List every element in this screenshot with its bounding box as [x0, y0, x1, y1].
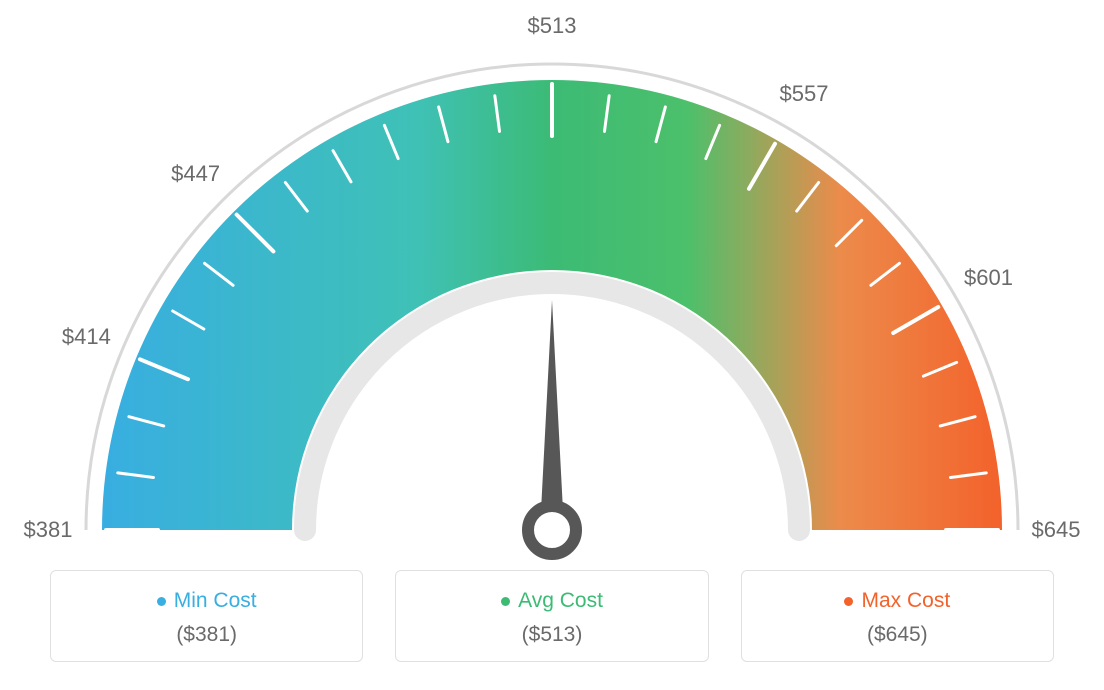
legend-value-min: ($381) [61, 623, 352, 647]
gauge-chart: $381 $414 $447 $513 $557 $601 $645 [0, 0, 1104, 560]
legend-card-max: Max Cost ($645) [741, 570, 1054, 662]
gauge-tick-label: $557 [780, 81, 829, 107]
gauge-tick-label: $447 [171, 161, 220, 187]
gauge-tick-label: $414 [62, 324, 111, 350]
legend-dot-max [844, 597, 853, 606]
legend-title-row: Max Cost [752, 589, 1043, 613]
gauge-svg [0, 0, 1104, 560]
legend-title-row: Avg Cost [406, 589, 697, 613]
gauge-tick-label: $645 [1032, 517, 1081, 543]
gauge-tick-label: $601 [964, 265, 1013, 291]
legend: Min Cost ($381) Avg Cost ($513) Max Cost… [50, 570, 1054, 662]
gauge-tick-label: $513 [528, 13, 577, 39]
legend-title-row: Min Cost [61, 589, 352, 613]
legend-title-avg: Avg Cost [518, 589, 603, 613]
legend-card-min: Min Cost ($381) [50, 570, 363, 662]
legend-value-avg: ($513) [406, 623, 697, 647]
legend-dot-min [157, 597, 166, 606]
legend-title-max: Max Cost [861, 589, 950, 613]
gauge-tick-label: $381 [24, 517, 73, 543]
legend-title-min: Min Cost [174, 589, 257, 613]
legend-value-max: ($645) [752, 623, 1043, 647]
legend-dot-avg [501, 597, 510, 606]
legend-card-avg: Avg Cost ($513) [395, 570, 708, 662]
